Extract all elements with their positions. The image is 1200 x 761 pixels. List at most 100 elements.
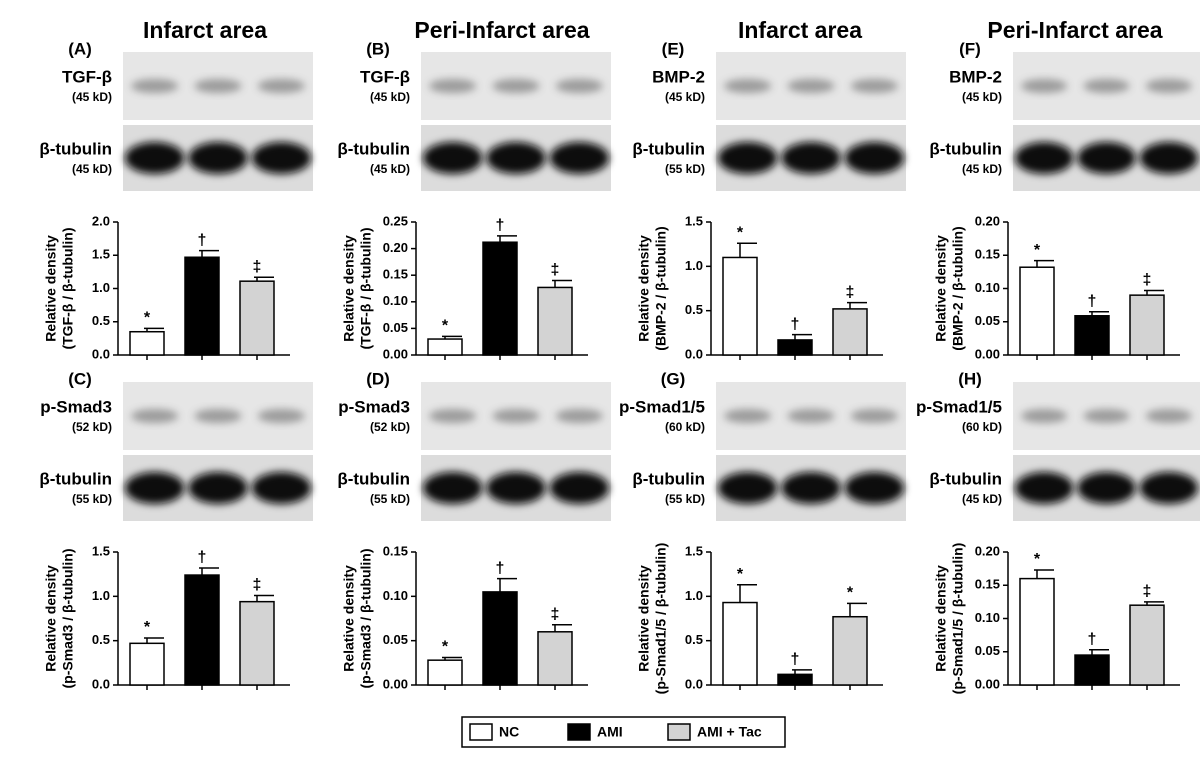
blot-band	[429, 79, 477, 93]
bar	[777, 339, 813, 356]
y-axis-label: Relative density	[341, 235, 357, 342]
y-tick-label: 0.00	[383, 346, 408, 361]
y-tick-label: 0.0	[92, 346, 110, 361]
panel-label: (E)	[662, 39, 685, 58]
y-tick-label: 0.5	[92, 313, 110, 328]
blot-band	[486, 142, 546, 174]
significance-mark: †	[198, 549, 207, 566]
bar	[1129, 604, 1165, 686]
panel-label: (B)	[366, 39, 390, 58]
protein-label: β-tubulin	[632, 469, 705, 488]
significance-mark: ‡	[1143, 272, 1152, 289]
protein-size: (45 kD)	[370, 90, 410, 104]
blot-band	[251, 142, 311, 174]
bar	[1019, 266, 1055, 356]
panel-label: (C)	[68, 369, 92, 388]
y-tick-label: 0.15	[383, 267, 408, 282]
blot-band	[251, 472, 311, 504]
significance-mark: *	[1034, 242, 1041, 259]
blot-band	[1014, 142, 1074, 174]
significance-mark: *	[737, 224, 744, 241]
blot-band	[188, 472, 248, 504]
blot-band	[492, 79, 540, 93]
significance-mark: †	[1088, 293, 1097, 310]
y-tick-label: 0.05	[975, 313, 1000, 328]
bar	[184, 574, 220, 686]
y-tick-label: 0.10	[383, 293, 408, 308]
blot-band	[850, 79, 898, 93]
protein-size: (55 kD)	[665, 492, 705, 506]
legend-swatch	[567, 723, 591, 741]
blot-band	[724, 409, 772, 423]
significance-mark: *	[442, 639, 449, 656]
y-tick-label: 1.0	[685, 588, 703, 603]
y-tick-label: 0.10	[975, 610, 1000, 625]
bar	[1074, 315, 1110, 356]
significance-mark: *	[144, 310, 151, 327]
blot-band	[555, 79, 603, 93]
bar	[537, 631, 573, 686]
protein-label: β-tubulin	[337, 469, 410, 488]
legend-swatch	[667, 723, 691, 741]
blot-band	[1077, 472, 1136, 504]
significance-mark: ‡	[253, 577, 262, 594]
y-axis-label: (TGF-β / β-tubulin)	[60, 227, 76, 349]
bar	[239, 280, 275, 356]
significance-mark: †	[198, 232, 207, 249]
y-tick-label: 0.10	[383, 588, 408, 603]
y-tick-label: 0.20	[383, 240, 408, 255]
protein-label: β-tubulin	[632, 139, 705, 158]
blot-band	[549, 142, 609, 174]
blot-band	[724, 79, 772, 93]
y-axis-label: Relative density	[43, 565, 59, 672]
y-axis-label: Relative density	[933, 565, 949, 672]
bar	[427, 338, 463, 356]
bar	[1019, 577, 1055, 686]
blot-band	[787, 409, 835, 423]
protein-label: BMP-2	[949, 67, 1002, 86]
y-axis-label: (BMP-2 / β-tubulin)	[653, 226, 669, 350]
y-axis-label: Relative density	[636, 235, 652, 342]
significance-mark: †	[496, 560, 505, 577]
bar	[482, 591, 518, 686]
bar	[184, 256, 220, 356]
y-axis-label: (p-Smad1/5 / β-tubulin)	[653, 543, 669, 695]
blot-band	[1145, 79, 1193, 93]
bar	[239, 600, 275, 686]
y-tick-label: 1.0	[92, 280, 110, 295]
blot-band	[787, 79, 835, 93]
protein-size: (45 kD)	[72, 90, 112, 104]
significance-mark: †	[1088, 631, 1097, 648]
blot-band	[423, 472, 483, 504]
blot-band	[844, 472, 904, 504]
legend-swatch	[469, 723, 493, 741]
protein-label: TGF-β	[62, 67, 112, 86]
bar	[777, 673, 813, 686]
y-tick-label: 0.05	[383, 632, 408, 647]
y-tick-label: 0.0	[685, 346, 703, 361]
blot-band	[257, 79, 306, 93]
protein-size: (45 kD)	[962, 90, 1002, 104]
y-tick-label: 1.0	[685, 258, 703, 273]
blot-band	[850, 409, 898, 423]
y-tick-label: 0.20	[975, 543, 1000, 558]
y-axis-label: Relative density	[933, 235, 949, 342]
blot-band	[486, 472, 546, 504]
panel-label: (H)	[958, 369, 982, 388]
bar	[832, 308, 868, 356]
significance-mark: *	[847, 585, 854, 602]
column-header: Peri-Infarct area	[987, 17, 1162, 43]
protein-size: (55 kD)	[72, 492, 112, 506]
protein-label: p-Smad3	[40, 397, 112, 416]
y-tick-label: 0.10	[975, 280, 1000, 295]
y-axis-label: (p-Smad3 / β-tubulin)	[358, 549, 374, 689]
protein-label: p-Smad1/5	[619, 397, 705, 416]
blot-band	[718, 472, 778, 504]
panel-label: (D)	[366, 369, 390, 388]
blot-band	[555, 409, 603, 423]
y-tick-label: 0.0	[685, 676, 703, 691]
y-tick-label: 0.15	[975, 247, 1000, 262]
protein-size: (60 kD)	[665, 420, 705, 434]
y-tick-label: 1.5	[92, 543, 110, 558]
significance-mark: *	[1034, 551, 1041, 568]
